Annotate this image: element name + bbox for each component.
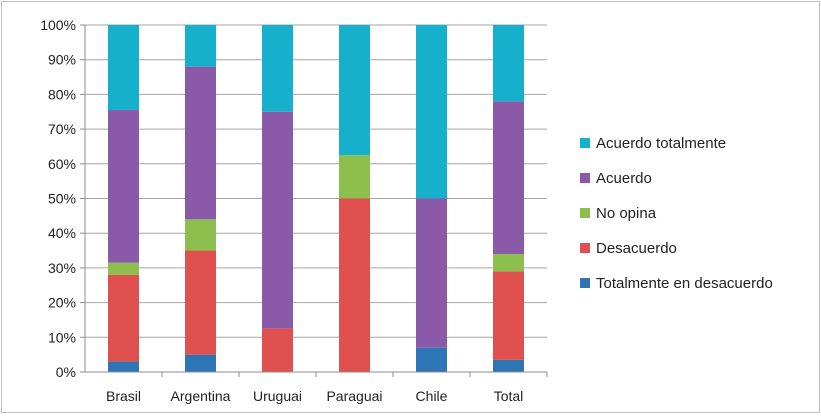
- bar-segment: [185, 354, 216, 372]
- bar-segment: [493, 101, 524, 255]
- bar-segment: [185, 250, 216, 355]
- legend-swatch: [580, 278, 590, 288]
- x-tick-label: Uruguai: [253, 388, 302, 404]
- legend-label: No opina: [596, 205, 657, 222]
- legend-label: Acuerdo totalmente: [596, 135, 726, 152]
- bar-segment: [339, 25, 370, 156]
- bar-segment: [493, 254, 524, 272]
- y-axis: 0% 10% 20% 30% 40% 50% 60% 70% 80% 90% 100%: [40, 17, 86, 380]
- bars: [108, 25, 524, 372]
- y-tick-label: 40%: [48, 225, 76, 241]
- x-tick-label: Paraguai: [326, 388, 382, 404]
- bar-segment: [493, 359, 524, 372]
- gridlines: [85, 24, 547, 373]
- bar-segment: [262, 111, 293, 329]
- bar-segment: [185, 66, 216, 220]
- legend-label: Desacuerdo: [596, 240, 677, 257]
- y-tick-label: 70%: [48, 121, 76, 137]
- y-tick-label: 90%: [48, 52, 76, 68]
- bar-segment: [108, 274, 139, 362]
- bar-segment: [108, 361, 139, 372]
- bar-segment: [262, 25, 293, 112]
- legend-swatch: [580, 208, 590, 218]
- y-tick-label: 80%: [48, 86, 76, 102]
- y-tick-label: 50%: [48, 191, 76, 207]
- bar-segment: [108, 262, 139, 275]
- y-tick-label: 20%: [48, 295, 76, 311]
- legend-swatch: [580, 138, 590, 148]
- legend: Acuerdo totalmente Acuerdo No opina Desacue…: [580, 135, 773, 292]
- bar-segment: [493, 25, 524, 102]
- y-tick-label: 0%: [56, 364, 76, 380]
- bar-segment: [493, 271, 524, 360]
- x-axis: Brasil Argentina Uruguai Paraguai Chile Total: [85, 371, 548, 404]
- x-tick-label: Total: [494, 388, 524, 404]
- bar-segment: [416, 347, 447, 372]
- y-tick-label: 100%: [40, 17, 76, 33]
- legend-swatch: [580, 243, 590, 253]
- x-tick-label: Chile: [416, 388, 448, 404]
- legend-label: Totalmente en desacuerdo: [596, 275, 773, 292]
- y-tick-label: 60%: [48, 156, 76, 172]
- bar-segment: [416, 25, 447, 199]
- bar-segment: [262, 328, 293, 372]
- bar-segment: [416, 198, 447, 348]
- legend-swatch: [580, 173, 590, 183]
- x-tick-label: Brasil: [106, 388, 141, 404]
- bar-segment: [108, 110, 139, 263]
- y-tick-label: 30%: [48, 260, 76, 276]
- legend-label: Acuerdo: [596, 170, 652, 187]
- stacked-bar-chart: 0% 10% 20% 30% 40% 50% 60% 70% 80% 90% 100% Brasil…: [40, 17, 773, 404]
- bar-segment: [108, 25, 139, 111]
- x-tick-label: Argentina: [171, 388, 231, 404]
- bar-segment: [339, 198, 370, 372]
- bar-segment: [185, 219, 216, 251]
- bar-segment: [339, 155, 370, 199]
- y-tick-label: 10%: [48, 329, 76, 345]
- bar-segment: [185, 25, 216, 67]
